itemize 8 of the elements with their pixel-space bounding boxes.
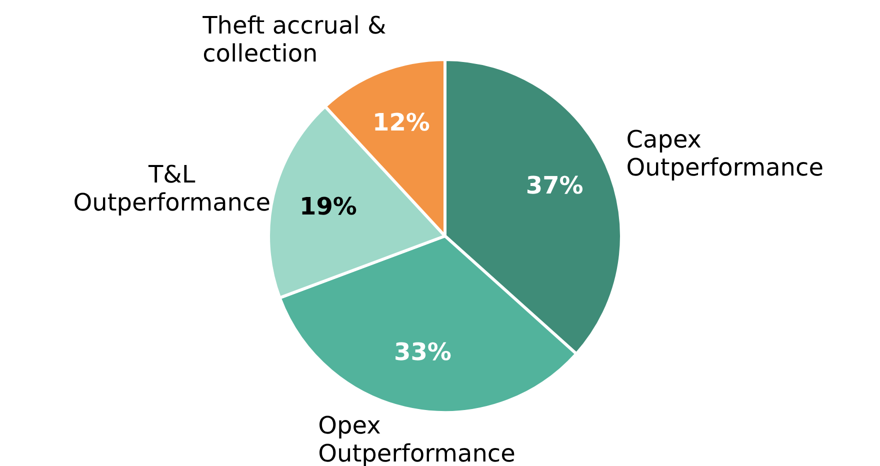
slice-label: Capex Outperformance (626, 125, 824, 182)
data-label: 19% (300, 192, 357, 220)
data-label: 12% (372, 108, 430, 136)
slice-label: T&L Outperformance (73, 160, 270, 216)
data-label: 33% (394, 338, 452, 366)
slice-label: Opex Outperformance (318, 411, 516, 466)
data-label: 37% (526, 171, 584, 200)
slice-label: Theft accrual & collection (202, 11, 386, 68)
